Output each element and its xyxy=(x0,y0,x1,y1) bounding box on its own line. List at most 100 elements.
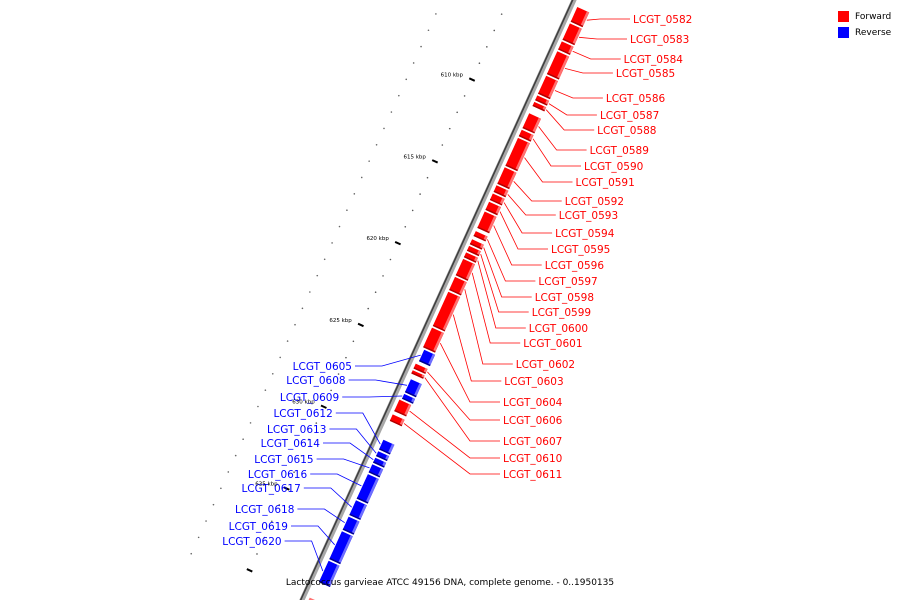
gene-lcgt-0620[interactable] xyxy=(318,560,340,587)
gene-label[interactable]: LCGT_0605 xyxy=(293,361,352,373)
gene-body[interactable] xyxy=(546,51,570,80)
tick-label: 625 kbp xyxy=(329,318,352,324)
gene-lcgt-0590[interactable] xyxy=(518,129,534,142)
gene-lcgt-0604[interactable] xyxy=(423,327,444,353)
gene-body[interactable] xyxy=(432,291,461,332)
gene-lcgt-0605[interactable] xyxy=(419,349,436,367)
gene-lcgt-0602[interactable] xyxy=(449,276,467,296)
gene-lcgt-0601[interactable] xyxy=(455,258,475,281)
gene-body[interactable] xyxy=(318,560,340,587)
gene-lcgt-0612[interactable] xyxy=(379,439,395,455)
gene-body[interactable] xyxy=(455,258,475,281)
gene-lcgt-0582[interactable] xyxy=(570,7,590,28)
gene-label[interactable]: LCGT_0608 xyxy=(286,375,345,387)
gene-lcgt-0597[interactable] xyxy=(473,231,488,242)
gene-lcgt-0583[interactable] xyxy=(562,23,582,46)
gene-body[interactable] xyxy=(356,474,379,504)
gene-lcgt-0619[interactable] xyxy=(329,531,353,565)
gene-label[interactable]: LCGT_0618 xyxy=(235,504,294,516)
gene-label[interactable]: LCGT_0619 xyxy=(229,521,288,533)
gene-cap xyxy=(463,256,477,263)
gene-lcgt-0595[interactable] xyxy=(485,201,501,216)
gene-label[interactable]: LCGT_0586 xyxy=(606,93,666,105)
gene-label[interactable]: LCGT_0588 xyxy=(597,125,656,137)
gene-label[interactable]: LCGT_0591 xyxy=(575,177,634,189)
gene-lcgt-0613[interactable] xyxy=(376,451,390,461)
gene-label[interactable]: LCGT_0606 xyxy=(503,415,563,427)
gene-label[interactable]: LCGT_0617 xyxy=(241,483,300,495)
gene-lcgt-0594[interactable] xyxy=(489,193,505,206)
gene-label[interactable]: LCGT_0592 xyxy=(565,196,624,208)
gene-label[interactable]: LCGT_0613 xyxy=(267,424,326,436)
gene-label[interactable]: LCGT_0616 xyxy=(248,469,308,481)
gene-label[interactable]: LCGT_0614 xyxy=(261,438,321,450)
gene-label[interactable]: LCGT_0609 xyxy=(280,392,339,404)
gene-lcgt-0596[interactable] xyxy=(477,211,497,234)
gene-label[interactable]: LCGT_0604 xyxy=(503,397,563,409)
gene-label[interactable]: LCGT_0601 xyxy=(523,338,582,350)
gene-label[interactable]: LCGT_0587 xyxy=(600,110,659,122)
gene-body[interactable] xyxy=(329,531,353,565)
gene-body[interactable] xyxy=(562,23,582,46)
gene-body[interactable] xyxy=(538,75,558,100)
gene-lcgt-0584[interactable] xyxy=(558,41,574,55)
gene-label[interactable]: LCGT_0600 xyxy=(529,323,588,335)
gene-label[interactable]: LCGT_0595 xyxy=(551,244,610,256)
gene-lcgt-0614[interactable] xyxy=(373,457,387,468)
gene-layer[interactable] xyxy=(307,7,590,600)
gene-lcgt-0593[interactable] xyxy=(493,185,509,198)
gene-lcgt-0617[interactable] xyxy=(349,500,367,520)
gene-label[interactable]: LCGT_0590 xyxy=(584,161,643,173)
gene-label[interactable]: LCGT_0589 xyxy=(590,145,649,157)
gene-label[interactable]: LCGT_0615 xyxy=(254,454,313,466)
gene-lcgt-0588[interactable] xyxy=(532,101,547,112)
gene-lcgt-0587[interactable] xyxy=(535,95,550,106)
gene-lcgt-0585[interactable] xyxy=(546,51,570,80)
gene-label[interactable]: LCGT_0612 xyxy=(273,408,332,420)
gene-label[interactable]: LCGT_0607 xyxy=(503,436,562,448)
gene-body[interactable] xyxy=(497,167,517,190)
gene-lcgt-0586[interactable] xyxy=(538,75,558,100)
gene-lcgt-0600[interactable] xyxy=(463,252,478,263)
gene-label[interactable]: LCGT_0583 xyxy=(630,34,689,46)
gene-label[interactable]: LCGT_0620 xyxy=(222,536,281,548)
gene-label[interactable]: LCGT_0582 xyxy=(633,14,692,26)
gene-lcgt-0609[interactable] xyxy=(402,393,416,404)
gene-label[interactable]: LCGT_0594 xyxy=(555,228,615,240)
tick-label: 615 kbp xyxy=(404,154,427,160)
gene-lcgt-0608[interactable] xyxy=(404,379,422,398)
gene-label-layer[interactable]: LCGT_0582 LCGT_0583 LCGT_0584 LCGT_0585 LCGT… xyxy=(222,14,692,548)
gene-body[interactable] xyxy=(423,327,444,353)
minor-tick xyxy=(345,356,347,359)
gene-label[interactable]: LCGT_0596 xyxy=(545,260,605,272)
gene-label[interactable]: LCGT_0602 xyxy=(516,359,575,371)
gene-lcgt-0589[interactable] xyxy=(522,113,542,134)
gene-lcgt-0606[interactable] xyxy=(413,363,428,374)
gene-label[interactable]: LCGT_0584 xyxy=(624,54,684,66)
leader-line xyxy=(477,260,526,329)
gene-label[interactable]: LCGT_0610 xyxy=(503,453,562,465)
gene-lcgt-0618[interactable] xyxy=(342,516,360,535)
gene-lcgt-0610[interactable] xyxy=(394,399,412,417)
leader-line xyxy=(403,423,500,475)
gene-lcgt-0615[interactable] xyxy=(368,464,384,478)
gene-lcgt-0611[interactable] xyxy=(389,414,405,427)
gene-lcgt-0599[interactable] xyxy=(466,245,481,257)
gene-body[interactable] xyxy=(505,137,530,172)
gene-label[interactable]: LCGT_0603 xyxy=(504,376,563,388)
gene-label[interactable]: LCGT_0597 xyxy=(538,276,597,288)
gene-label[interactable]: LCGT_0585 xyxy=(616,68,675,80)
gene-lcgt-0603[interactable] xyxy=(432,291,461,332)
gene-label[interactable]: LCGT_0593 xyxy=(559,210,618,222)
gene-lcgt-0591[interactable] xyxy=(505,137,530,172)
leader-line xyxy=(452,314,502,382)
gene-lcgt-0616[interactable] xyxy=(356,474,379,504)
gene-label[interactable]: LCGT_0599 xyxy=(532,307,591,319)
gene-body[interactable] xyxy=(477,211,497,234)
gene-lcgt-0607[interactable] xyxy=(411,370,425,379)
gene-label[interactable]: LCGT_0611 xyxy=(503,469,562,481)
gene-lcgt-0592[interactable] xyxy=(497,167,517,190)
gene-label[interactable]: LCGT_0598 xyxy=(535,292,594,304)
gene-lcgt-0598[interactable] xyxy=(469,239,484,250)
